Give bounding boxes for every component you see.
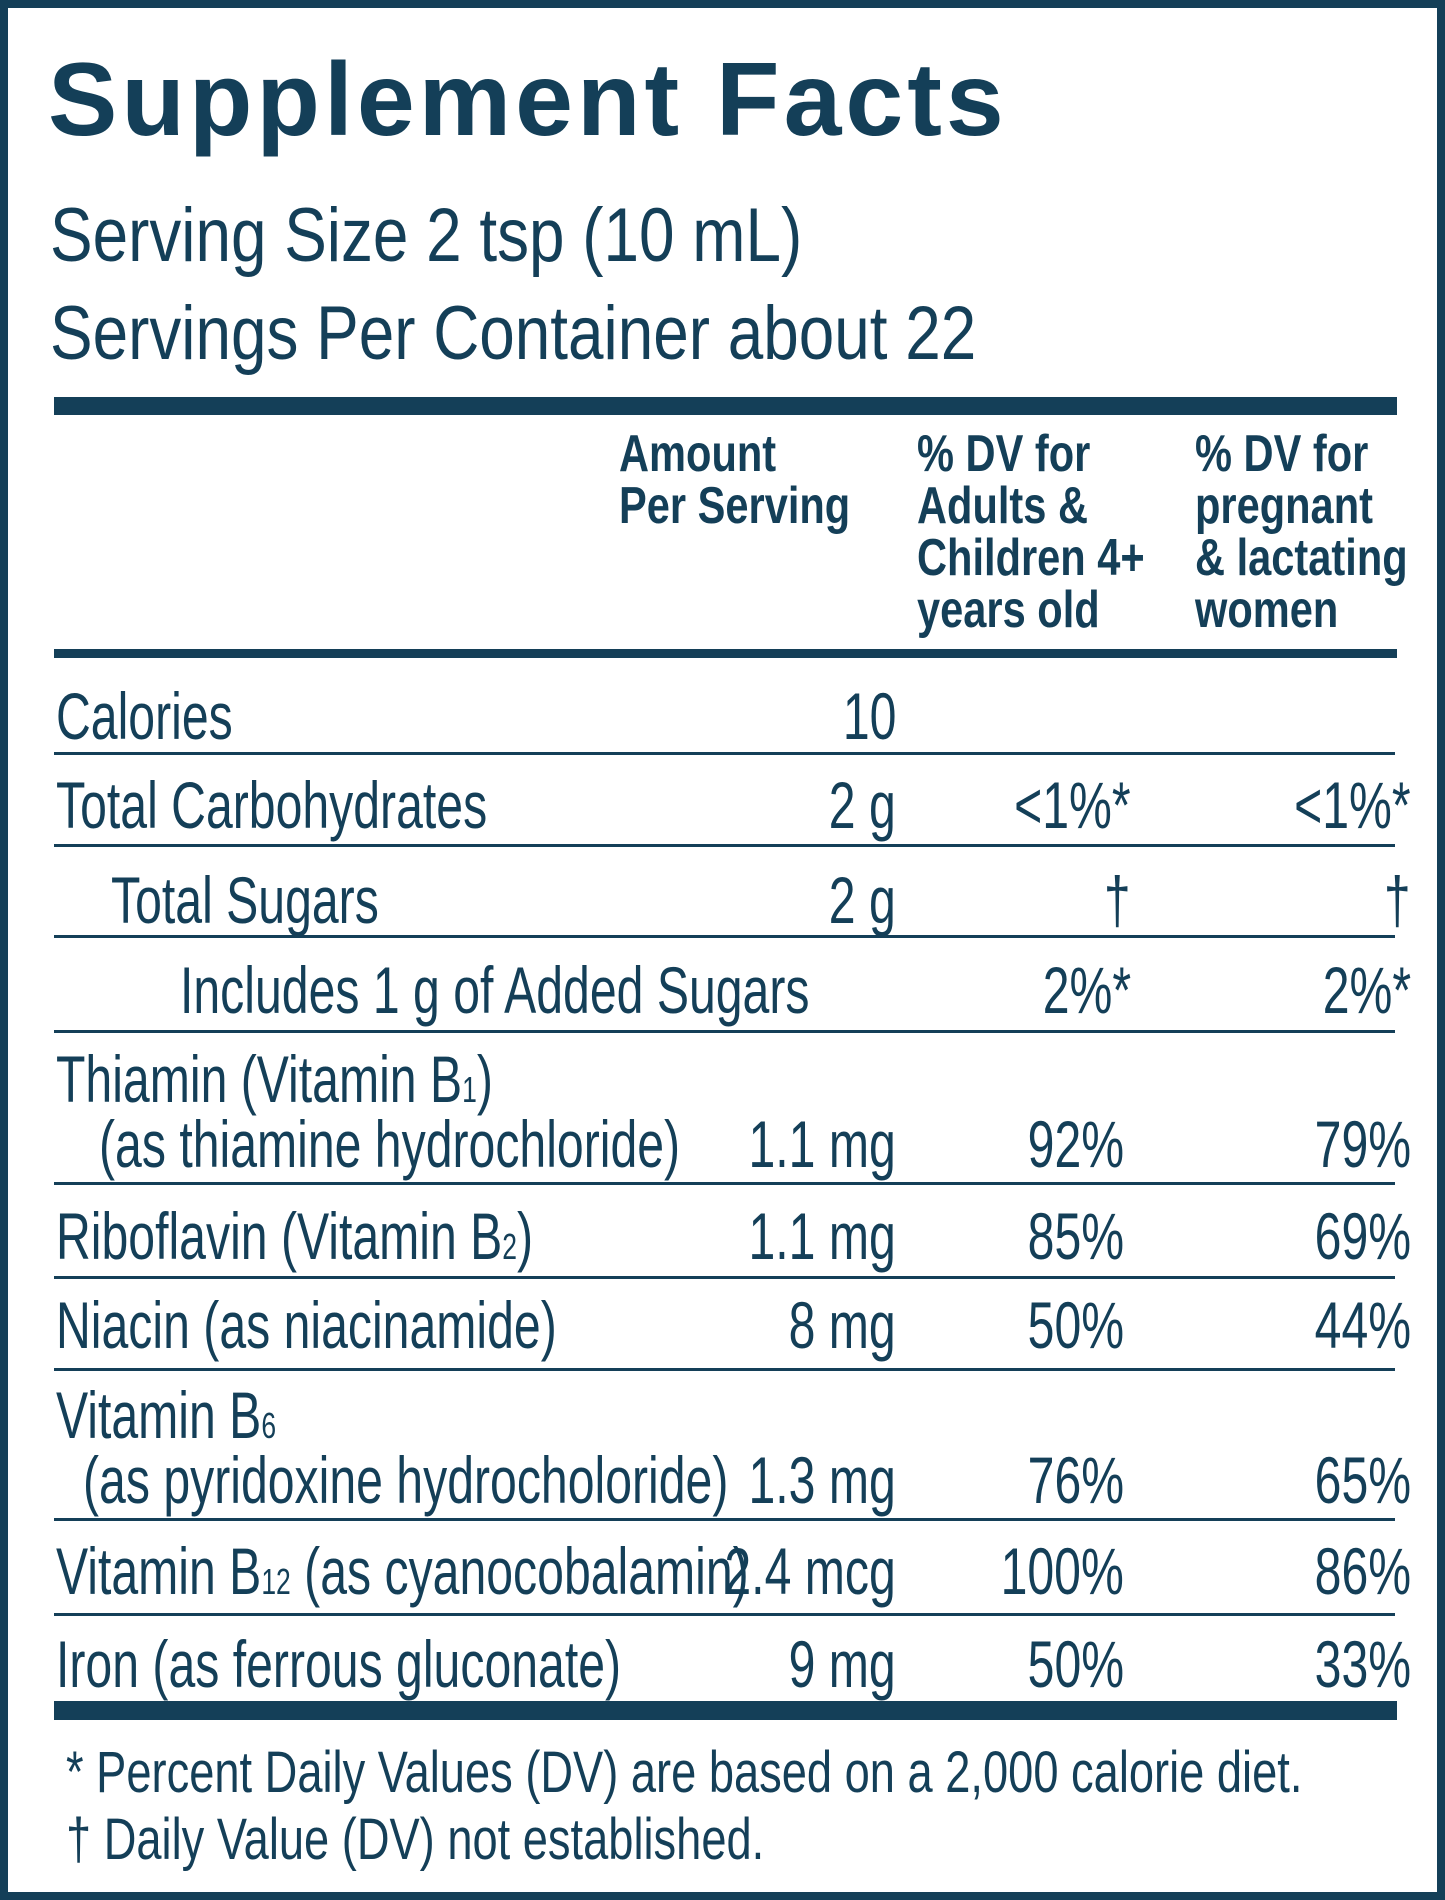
subscript: 1	[462, 1069, 477, 1110]
header-text: % DV for	[1195, 425, 1369, 483]
nutrient-amount: 9 mg	[788, 1627, 896, 1701]
nutrient-dv-adults: 76%	[1027, 1443, 1124, 1517]
nutrient-detail: (as pyridoxine hydrocholoride)	[83, 1443, 729, 1517]
nutrient-amount: 2 g	[829, 768, 896, 842]
nutrient-dv-pregnant: <1%*	[1294, 768, 1411, 842]
nutrient-amount: 1.3 mg	[748, 1443, 896, 1517]
nutrient-dv-adults: 100%	[1000, 1534, 1124, 1608]
row-divider	[54, 844, 1395, 847]
nutrient-dv-pregnant: 44%	[1314, 1288, 1411, 1362]
nutrient-dv-adults: 2%*	[1042, 953, 1131, 1027]
nutrient-dv-adults: <1%*	[1014, 768, 1131, 842]
nutrient-amount: 8 mg	[788, 1288, 896, 1362]
header-dv-adults: % DV for Adults & Children 4+ years old	[917, 428, 1145, 636]
nutrient-dv-adults: †	[1104, 863, 1131, 937]
header-text: Per Serving	[619, 477, 851, 535]
nutrient-dv-pregnant: 79%	[1314, 1107, 1411, 1181]
nutrient-amount: 1.1 mg	[748, 1199, 896, 1273]
nutrient-name: Iron (as ferrous gluconate)	[56, 1627, 622, 1701]
thick-divider-bottom	[54, 1701, 1397, 1720]
row-divider	[54, 1030, 1395, 1033]
subscript: 12	[261, 1561, 291, 1602]
nutrient-dv-adults: 50%	[1027, 1288, 1124, 1362]
servings-per-container: Servings Per Container about 22	[50, 291, 977, 376]
nutrient-name: Total Sugars	[111, 863, 379, 937]
header-amount: Amount Per Serving	[619, 428, 850, 532]
header-dv-pregnant: % DV for pregnant & lactating women	[1195, 428, 1408, 636]
nutrient-amount: 2.4 mcg	[724, 1534, 896, 1608]
nutrient-amount: 1.1 mg	[748, 1107, 896, 1181]
row-divider	[54, 1613, 1395, 1616]
nutrient-detail: (as thiamine hydrochloride)	[99, 1107, 681, 1181]
name-text: Thiamin (Vitamin B	[56, 1042, 463, 1116]
nutrient-dv-adults: 85%	[1027, 1199, 1124, 1273]
header-text: % DV for	[917, 425, 1091, 483]
thick-divider-top	[54, 397, 1397, 415]
nutrient-dv-adults: 50%	[1027, 1627, 1124, 1701]
nutrient-dv-pregnant: 33%	[1314, 1627, 1411, 1701]
nutrient-name: Thiamin (Vitamin B1)	[56, 1046, 493, 1112]
subscript: 2	[502, 1226, 518, 1267]
nutrient-dv-pregnant: †	[1384, 863, 1411, 937]
header-text: women	[1195, 581, 1339, 639]
header-text: pregnant	[1195, 477, 1373, 535]
row-divider	[54, 1276, 1395, 1279]
header-text: & lactating	[1195, 529, 1408, 587]
header-text: Children 4+	[917, 529, 1145, 587]
footnote-dv: * Percent Daily Values (DV) are based on…	[66, 1740, 1303, 1805]
nutrient-name: Total Carbohydrates	[56, 768, 488, 842]
row-divider	[54, 1518, 1395, 1521]
name-text: Riboflavin (Vitamin B	[56, 1199, 503, 1273]
name-text: Vitamin B	[56, 1378, 262, 1452]
header-text: Adults &	[917, 477, 1089, 535]
footnote-not-established: † Daily Value (DV) not established.	[66, 1807, 765, 1872]
name-text: Vitamin B	[56, 1534, 262, 1608]
nutrient-name: Vitamin B6	[56, 1382, 276, 1448]
subscript: 6	[261, 1405, 277, 1446]
serving-size: Serving Size 2 tsp (10 mL)	[50, 193, 803, 278]
divider-header	[54, 649, 1397, 658]
nutrient-name: Niacin (as niacinamide)	[56, 1288, 557, 1362]
name-text: )	[517, 1199, 534, 1273]
nutrient-dv-pregnant: 86%	[1314, 1534, 1411, 1608]
row-divider	[54, 752, 1395, 755]
nutrient-amount: 10	[842, 679, 896, 753]
nutrient-name: Vitamin B12 (as cyanocobalamin)	[56, 1538, 749, 1604]
nutrient-name: Includes 1 g of Added Sugars	[180, 953, 810, 1027]
header-text: years old	[917, 581, 1100, 639]
nutrient-amount: 2 g	[829, 863, 896, 937]
nutrient-dv-pregnant: 69%	[1314, 1199, 1411, 1273]
name-text: (as cyanocobalamin)	[290, 1534, 749, 1608]
nutrient-dv-adults: 92%	[1027, 1107, 1124, 1181]
nutrient-name: Calories	[56, 679, 233, 753]
nutrient-dv-pregnant: 65%	[1314, 1443, 1411, 1517]
name-text: )	[476, 1042, 493, 1116]
label-title: Supplement Facts	[48, 42, 1008, 158]
row-divider	[54, 935, 1395, 938]
nutrient-dv-pregnant: 2%*	[1322, 953, 1411, 1027]
row-divider	[54, 1368, 1395, 1371]
header-text: Amount	[619, 425, 777, 483]
row-divider	[54, 1182, 1395, 1185]
nutrient-name: Riboflavin (Vitamin B2)	[56, 1203, 533, 1269]
